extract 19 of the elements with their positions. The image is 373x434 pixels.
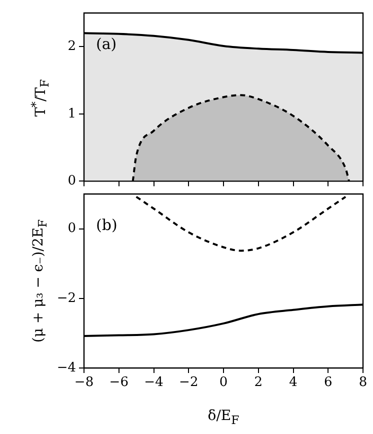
x-tick-label: 6 bbox=[324, 375, 332, 390]
annotation: (a) bbox=[96, 34, 117, 53]
line-series bbox=[135, 196, 347, 252]
x-tick-label: −2 bbox=[179, 375, 198, 390]
x-tick-label: 2 bbox=[254, 375, 263, 390]
x-tick-label: 0 bbox=[219, 375, 228, 390]
y-tick-label: 0 bbox=[68, 221, 76, 236]
x-axis-title: δ/E$_{F}$ bbox=[208, 408, 240, 427]
y-tick-label: 1 bbox=[68, 106, 76, 122]
x-tick-label: −4 bbox=[144, 375, 164, 390]
x-tick-label: 8 bbox=[358, 375, 368, 390]
y-tick-label: 0 bbox=[68, 174, 76, 189]
x-tick-label: 4 bbox=[289, 375, 298, 390]
y-tick-label: −4 bbox=[56, 360, 76, 376]
x-tick-label: −8 bbox=[74, 375, 94, 390]
x-tick-label: −6 bbox=[109, 375, 128, 390]
annotation: (b) bbox=[96, 216, 118, 234]
y-tick-label: −2 bbox=[56, 290, 76, 306]
y-tick-label: 2 bbox=[68, 39, 76, 54]
